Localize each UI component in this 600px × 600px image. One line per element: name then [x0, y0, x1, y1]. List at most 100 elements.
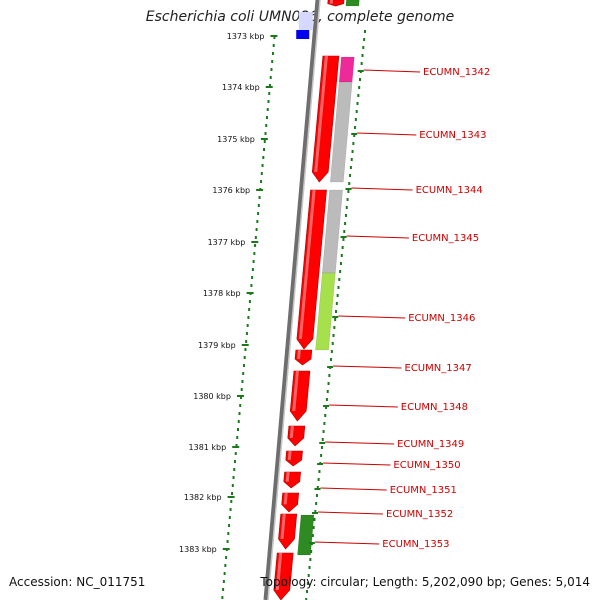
scale-dot	[248, 300, 251, 303]
scale-dot	[230, 500, 233, 503]
scale-dot	[337, 286, 340, 289]
scale-dot	[342, 238, 345, 241]
gene-leader-line	[338, 315, 406, 319]
scale-dot	[251, 276, 254, 279]
scale-dot	[243, 356, 246, 359]
kbp-tick-label: 1382 kbp	[184, 493, 222, 502]
scale-dot	[251, 268, 254, 271]
gene-arrow-shine	[292, 371, 299, 411]
scale-dot	[237, 420, 240, 423]
gene-arrow-shine	[283, 493, 288, 505]
scale-dot	[231, 492, 234, 495]
scale-dot	[234, 452, 237, 455]
scale-dot	[226, 540, 229, 543]
scale-dot	[273, 36, 276, 39]
gene-arrow-shine	[280, 514, 286, 539]
scale-dot	[310, 550, 313, 553]
scale-dot	[317, 478, 320, 481]
gene-label: ECUMN_1349	[397, 439, 464, 450]
scale-dot	[335, 302, 338, 305]
scale-dot	[254, 236, 257, 239]
scale-dot	[228, 516, 231, 519]
scale-dot	[268, 92, 271, 95]
gene-leader-line	[317, 511, 384, 515]
gene-label: ECUMN_1345	[412, 233, 479, 244]
scale-dot	[351, 150, 354, 153]
cog-block-green-top	[345, 0, 360, 7]
cog-block-gray-1	[329, 81, 353, 183]
cog-block-green-bottom	[297, 514, 315, 556]
scale-dot	[238, 412, 241, 415]
scale-dot	[305, 598, 308, 600]
scale-dot	[266, 108, 269, 111]
kbp-tick-label: 1381 kbp	[189, 443, 227, 452]
scale-dot	[330, 350, 333, 353]
scale-dot	[359, 78, 361, 81]
gene-arrow	[289, 370, 311, 422]
gene-leader-line	[314, 541, 380, 545]
scale-dot	[344, 222, 347, 225]
kbp-tick-label: 1383 kbp	[179, 545, 217, 554]
blue-feature-shade	[298, 12, 313, 30]
scale-dot	[223, 572, 226, 575]
scale-dot	[261, 164, 264, 167]
scale-dot	[227, 532, 230, 535]
gene-label: ECUMN_1348	[401, 402, 468, 413]
scale-dot	[246, 324, 249, 327]
scale-dot	[306, 590, 309, 593]
scale-dot	[240, 388, 243, 391]
gene-leader-line	[346, 235, 409, 239]
scale-dot	[314, 510, 317, 513]
scale-dot	[254, 244, 257, 247]
scale-dot	[327, 382, 330, 385]
scale-dot	[222, 588, 225, 591]
scale-dot	[236, 436, 239, 439]
scale-dot	[232, 476, 235, 479]
scale-dot	[263, 140, 266, 143]
scale-dot	[239, 396, 242, 399]
scale-dot	[356, 102, 359, 105]
gene-label: ECUMN_1352	[386, 509, 453, 520]
scale-dot	[267, 100, 270, 103]
scale-dot	[222, 580, 225, 583]
scale-dot	[260, 172, 263, 175]
scale-dot	[315, 494, 318, 497]
gene-label: ECUMN_1350	[393, 460, 460, 471]
scale-dot	[253, 252, 256, 255]
scale-dot	[242, 364, 245, 367]
scale-dot	[353, 134, 356, 137]
scale-dot	[271, 60, 274, 63]
scale-dot	[221, 596, 224, 599]
right-dotted-scale-line	[305, 30, 366, 600]
scale-dot	[343, 230, 346, 233]
scale-dot	[266, 116, 269, 119]
gene-label: ECUMN_1353	[382, 539, 449, 550]
scale-dot	[316, 486, 319, 489]
gene-label: ECUMN_1346	[408, 313, 475, 324]
gene-leader-line	[320, 487, 387, 491]
scale-dot	[250, 284, 253, 287]
scale-dot	[324, 414, 327, 417]
left-dotted-scale-line	[221, 36, 276, 599]
scale-dot	[318, 470, 321, 473]
gene-label: ECUMN_1343	[419, 130, 486, 141]
backbone-highlight	[267, 0, 321, 600]
gene-label: ECUMN_1344	[416, 185, 483, 196]
scale-dot	[335, 310, 337, 313]
gene-leader-line	[333, 365, 402, 369]
kbp-tick-label: 1376 kbp	[212, 186, 250, 195]
kbp-tick-label: 1380 kbp	[193, 392, 231, 401]
kbp-tick-label: 1379 kbp	[198, 341, 236, 350]
scale-dot	[228, 524, 231, 527]
scale-dot	[224, 564, 227, 567]
scale-dot	[336, 294, 339, 297]
scale-dot	[252, 260, 255, 263]
gene-arrow-shine	[287, 451, 292, 460]
scale-dot	[325, 406, 328, 409]
scale-dot	[358, 86, 361, 89]
scale-dot	[272, 44, 275, 47]
scale-dot	[345, 206, 348, 209]
scale-dot	[306, 582, 309, 585]
scale-dot	[236, 428, 239, 431]
